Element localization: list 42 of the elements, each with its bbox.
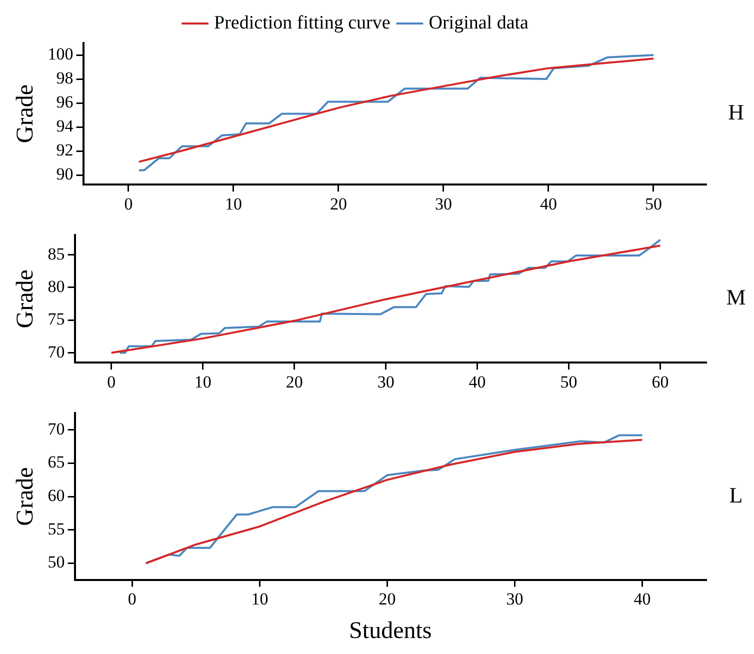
y-tick-label: 100 <box>48 44 74 64</box>
y-tick-label: 50 <box>48 552 65 572</box>
x-tick-label: 30 <box>434 194 452 214</box>
x-tick-label: 10 <box>194 372 212 392</box>
x-tick-label: 20 <box>378 589 396 608</box>
x-tick-label: 50 <box>560 372 578 392</box>
x-tick-label: 10 <box>224 194 242 214</box>
y-tick-label: 90 <box>56 164 74 184</box>
x-tick-label: 10 <box>251 589 268 608</box>
y-tick-label: 60 <box>48 486 65 505</box>
y-tick-label: 70 <box>48 342 65 362</box>
y-tick-label: 80 <box>48 276 65 296</box>
x-tick-label: 0 <box>107 372 116 392</box>
legend-label: Prediction fitting curve <box>214 12 390 34</box>
x-tick-label: 30 <box>506 589 524 608</box>
y-tick-label: 85 <box>48 244 65 264</box>
x-tick-label: 0 <box>128 589 136 608</box>
text: H <box>728 100 744 125</box>
x-tick-label: 40 <box>540 194 557 214</box>
x-tick-label: 50 <box>644 194 662 214</box>
y-axis-title: Grade <box>12 467 39 526</box>
y-tick-label: 70 <box>48 419 65 438</box>
y-axis-title: Grade <box>12 84 39 144</box>
x-tick-label: 40 <box>468 372 486 392</box>
text: L <box>729 482 743 508</box>
x-tick-label: 20 <box>330 194 347 214</box>
legend-label: Original data <box>428 12 530 34</box>
x-tick-label: 40 <box>634 589 651 608</box>
x-tick-label: 60 <box>652 372 669 392</box>
x-tick-label: 0 <box>124 194 133 214</box>
x-axis-title: Students <box>349 618 432 644</box>
x-tick-label: 20 <box>286 372 303 392</box>
y-axis-title: Grade <box>12 270 39 328</box>
y-tick-label: 65 <box>48 452 65 472</box>
y-tick-label: 98 <box>56 68 74 88</box>
text: M <box>726 284 746 310</box>
x-tick-label: 30 <box>377 372 394 392</box>
y-tick-label: 55 <box>48 519 65 538</box>
y-tick-label: 75 <box>48 310 65 329</box>
y-tick-label: 94 <box>56 116 74 136</box>
y-tick-label: 92 <box>56 140 74 160</box>
y-tick-label: 96 <box>56 92 74 112</box>
